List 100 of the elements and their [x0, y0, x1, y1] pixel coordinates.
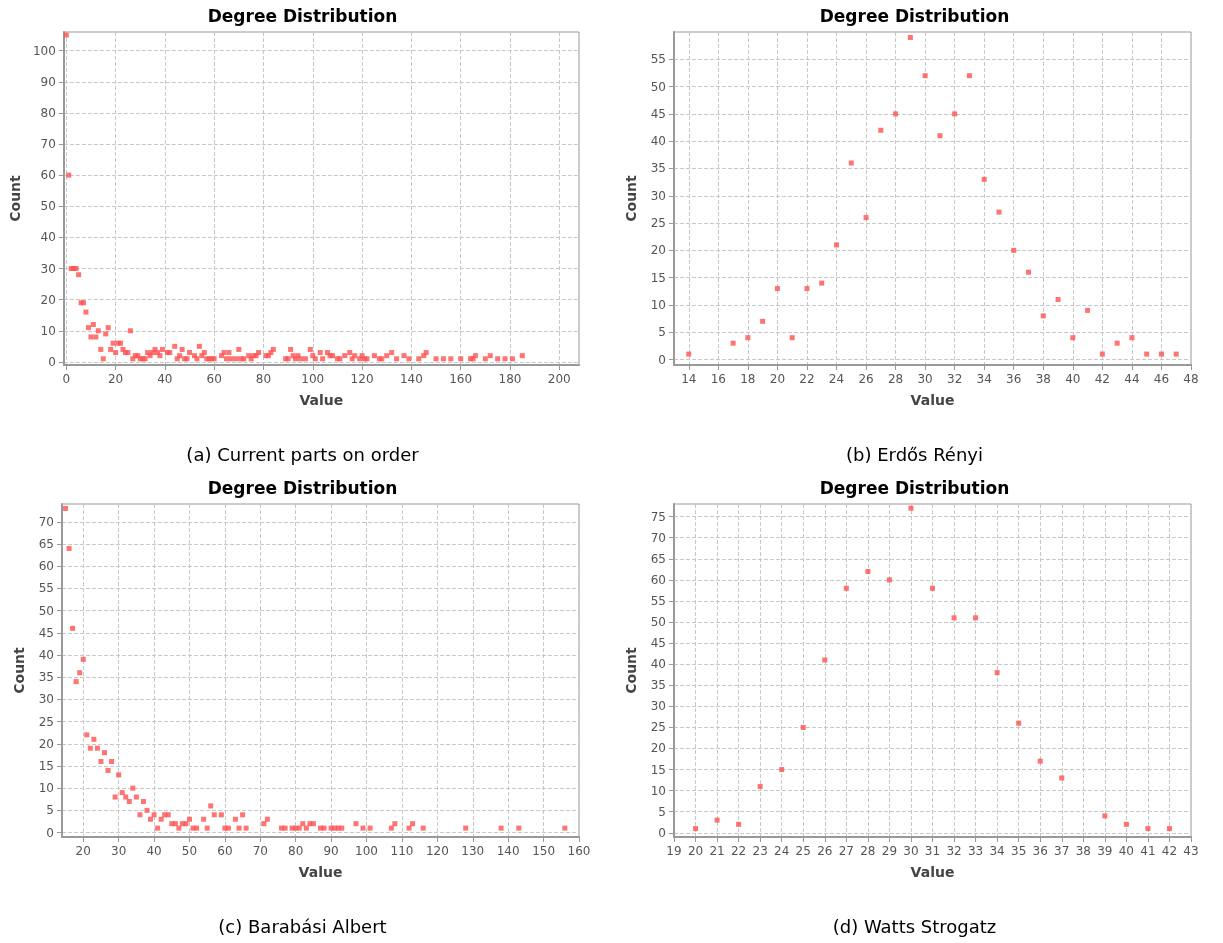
text: (a) Current parts on order	[186, 443, 420, 465]
y-tick-label: 20	[38, 736, 54, 751]
y-tick-label: 45	[38, 625, 54, 640]
x-tick-label: 28	[887, 372, 904, 386]
y-tick-label: 60	[38, 559, 54, 574]
y-tick-label: 100	[32, 43, 56, 58]
x-tick-label: 40	[146, 844, 162, 858]
x-tick-label: 16	[710, 372, 726, 386]
y-axis-title: Count	[7, 174, 23, 222]
point	[930, 585, 935, 591]
y-tick-label: 50	[40, 199, 56, 214]
chart-title: Degree Distribution	[819, 477, 1010, 498]
x-tick-label: 27	[838, 844, 854, 858]
x-tick-label: 20	[75, 844, 91, 858]
x-tick-label: 100	[355, 844, 378, 858]
point	[1099, 351, 1105, 357]
point	[760, 318, 766, 324]
text: (c) Barabási Albert	[218, 915, 387, 937]
point	[1016, 720, 1022, 726]
point	[686, 351, 692, 357]
x-tick-label: 200	[547, 372, 571, 386]
point	[1123, 821, 1129, 827]
y-tick-label: 70	[40, 137, 56, 152]
chart-title: Degree Distribution	[819, 5, 1010, 26]
point	[865, 568, 871, 574]
x-tick-label: 120	[425, 844, 449, 858]
x-tick-label: 32	[946, 844, 962, 858]
point	[1144, 351, 1150, 357]
y-tick-label: 70	[650, 530, 666, 545]
y-tick-label: 0	[658, 825, 666, 840]
x-tick-label: 150	[532, 844, 556, 858]
point	[922, 73, 928, 79]
x-tick-label: 140	[399, 372, 423, 386]
point	[973, 615, 979, 621]
x-tick-label: 140	[496, 844, 520, 858]
x-tick-label: 23	[752, 844, 768, 858]
x-axis-title: Value	[910, 392, 955, 408]
y-tick-label: 5	[658, 325, 666, 340]
y-tick-label: 60	[650, 572, 666, 587]
point	[848, 160, 854, 166]
x-tick-label: 21	[709, 844, 725, 858]
point	[1173, 351, 1179, 357]
x-tick-label: 130	[461, 844, 485, 858]
point	[736, 821, 742, 827]
x-tick-label: 36	[1032, 844, 1048, 858]
x-tick-label: 33	[967, 844, 984, 858]
y-tick-label: 55	[650, 52, 666, 67]
x-tick-label: 60	[217, 844, 233, 858]
x-tick-label: 80	[255, 372, 272, 386]
x-tick-label: 40	[157, 372, 173, 386]
y-tick-label: 80	[40, 105, 56, 120]
x-tick-label: 24	[774, 844, 790, 858]
x-tick-label: 40	[1118, 844, 1135, 858]
y-tick-label: 35	[650, 678, 666, 693]
x-tick-label: 18	[740, 372, 756, 386]
point	[822, 657, 828, 663]
y-tick-label: 20	[40, 292, 56, 307]
y-axis-title: Count	[623, 646, 639, 694]
x-tick-label: 30	[903, 844, 919, 858]
point	[1040, 313, 1046, 319]
y-tick-label: 30	[38, 692, 54, 707]
point	[1145, 826, 1151, 832]
point	[907, 34, 913, 40]
chart-title: Degree Distribution	[207, 477, 398, 498]
y-tick-label: 45	[650, 636, 666, 651]
x-axis-title: Value	[298, 864, 343, 880]
point	[893, 111, 899, 117]
x-tick-label: 42	[1161, 844, 1178, 858]
x-tick-label: 0	[62, 372, 71, 386]
x-tick-label: 37	[1054, 844, 1070, 858]
x-tick-label: 26	[858, 372, 874, 386]
x-tick-label: 36	[1006, 372, 1022, 386]
y-tick-label: 10	[650, 783, 666, 798]
point	[833, 242, 839, 248]
chart-title: Degree Distribution	[207, 5, 398, 26]
point	[779, 767, 785, 773]
x-tick-label: 180	[498, 372, 522, 386]
y-tick-label: 20	[650, 741, 666, 756]
x-tick-label: 42	[1094, 372, 1111, 386]
y-tick-label: 0	[48, 354, 56, 369]
point	[878, 127, 884, 133]
point	[1055, 296, 1061, 302]
y-tick-label: 15	[650, 270, 666, 285]
x-tick-label: 30	[111, 844, 127, 858]
y-tick-label: 35	[38, 670, 54, 685]
point	[1026, 269, 1032, 275]
point	[994, 670, 1000, 676]
point	[937, 133, 943, 139]
y-tick-label: 45	[650, 106, 666, 121]
x-axis-title: Value	[299, 392, 344, 408]
point	[1102, 813, 1108, 819]
x-tick-label: 35	[1011, 844, 1027, 858]
x-tick-label: 43	[1183, 844, 1199, 858]
y-tick-label: 75	[650, 509, 666, 524]
point	[1158, 351, 1164, 357]
text: (b) Erdős Rényi	[845, 443, 984, 465]
y-axis-title: Count	[623, 174, 639, 222]
y-tick-label: 50	[650, 79, 666, 94]
x-tick-label: 100	[301, 372, 325, 386]
x-tick-label: 48	[1183, 372, 1199, 386]
